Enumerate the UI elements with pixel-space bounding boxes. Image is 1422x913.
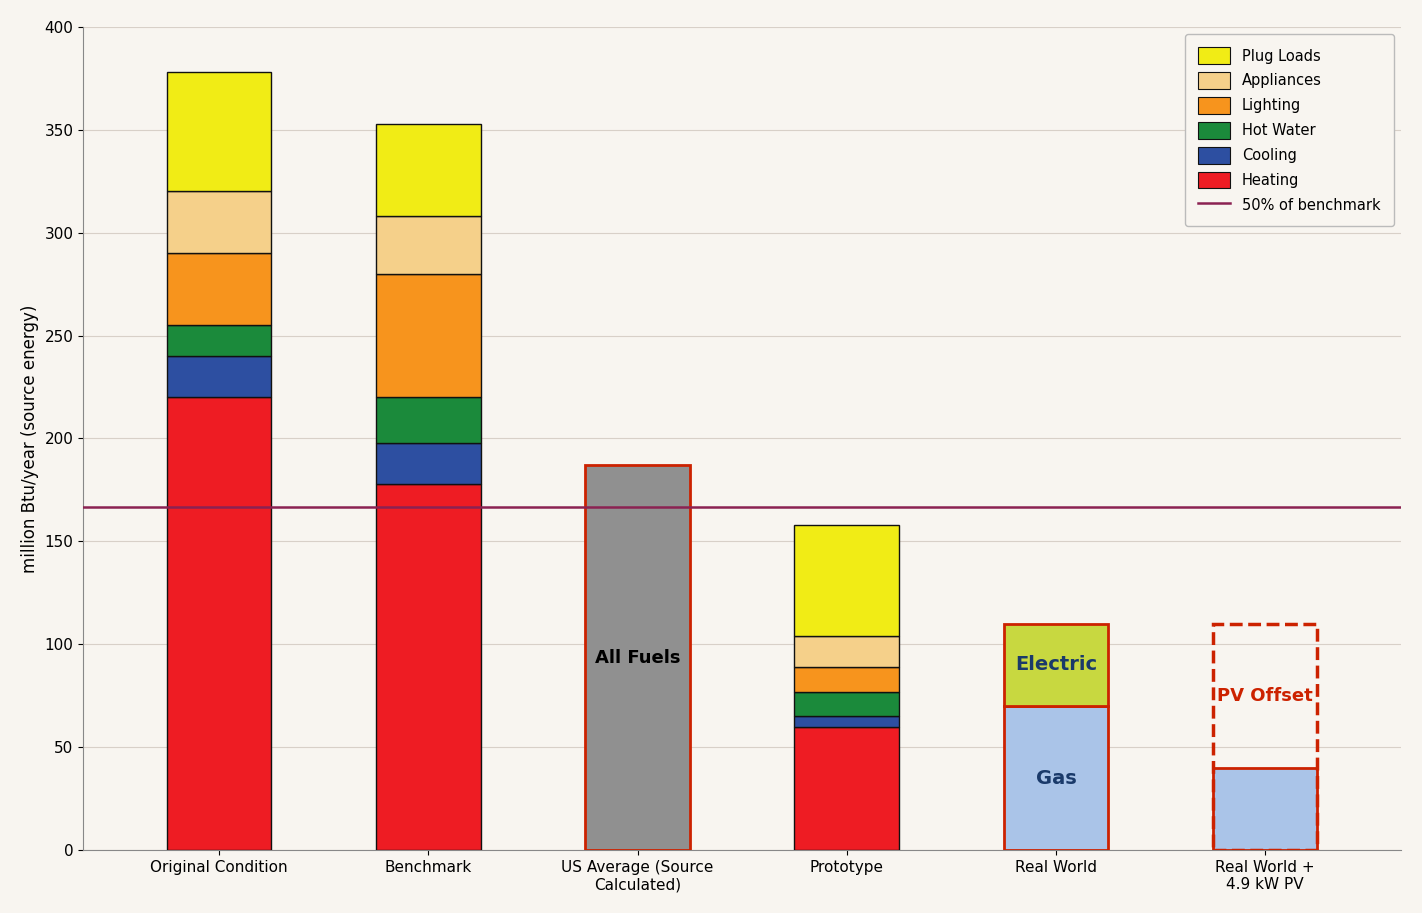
Bar xyxy=(166,72,272,192)
Text: All Fuels: All Fuels xyxy=(594,648,680,666)
Bar xyxy=(166,356,272,397)
Bar xyxy=(375,274,481,397)
Bar xyxy=(166,325,272,356)
Bar xyxy=(166,397,272,850)
Text: PV Offset: PV Offset xyxy=(1217,687,1313,705)
Bar xyxy=(166,192,272,253)
Bar xyxy=(795,717,899,727)
Bar xyxy=(375,397,481,443)
Bar xyxy=(1004,706,1108,850)
Bar xyxy=(795,525,899,636)
Legend: Plug Loads, Appliances, Lighting, Hot Water, Cooling, Heating, 50% of benchmark: Plug Loads, Appliances, Lighting, Hot Wa… xyxy=(1186,34,1394,226)
Bar xyxy=(375,123,481,216)
Bar xyxy=(1213,624,1317,850)
Bar xyxy=(375,484,481,850)
Bar xyxy=(795,666,899,691)
Bar xyxy=(1004,624,1108,706)
Bar xyxy=(586,466,690,850)
Bar xyxy=(375,443,481,484)
Bar xyxy=(795,727,899,850)
Text: Gas: Gas xyxy=(1035,769,1076,788)
Bar xyxy=(166,253,272,325)
Text: Electric: Electric xyxy=(1015,656,1096,675)
Bar xyxy=(1213,768,1317,850)
Bar xyxy=(795,636,899,666)
Bar xyxy=(375,216,481,274)
Bar xyxy=(795,691,899,717)
Y-axis label: million Btu/year (source energy): million Btu/year (source energy) xyxy=(21,304,38,572)
